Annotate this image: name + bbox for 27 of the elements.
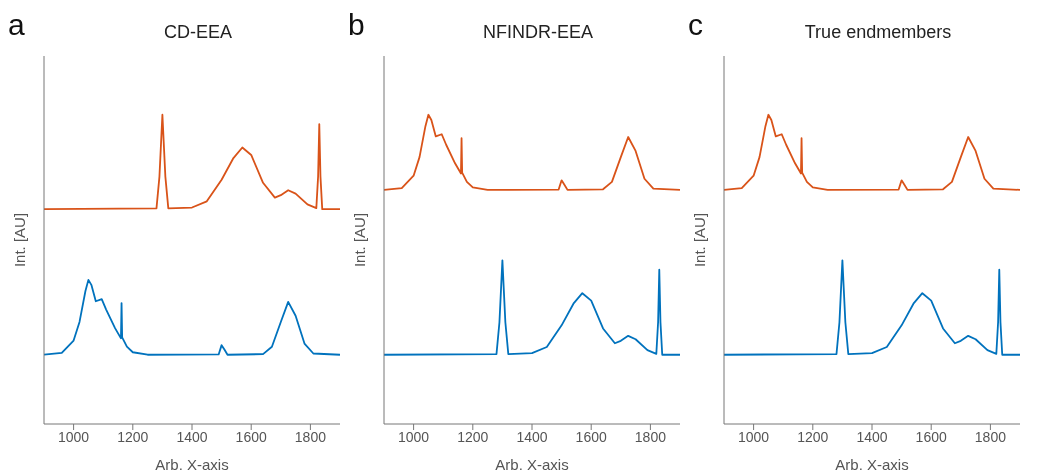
y-axis-title: Int. [AU] xyxy=(11,212,29,268)
x-tick-label: 1000 xyxy=(738,428,770,445)
x-axis-title: Arb. X-axis xyxy=(155,456,229,473)
chart-title: True endmembers xyxy=(803,22,953,43)
x-tick-label: 1000 xyxy=(398,428,430,445)
x-tick-label: 1400 xyxy=(856,428,888,445)
x-axis-title: Arb. X-axis xyxy=(495,456,569,473)
x-tick-label: 1600 xyxy=(915,428,947,445)
chart-title: NFINDR-EEA xyxy=(482,22,594,43)
x-tick-label: 1400 xyxy=(516,428,548,445)
y-axis-title: Int. [AU] xyxy=(691,212,709,268)
chart-title: CD-EEA xyxy=(163,22,233,43)
text: a xyxy=(8,8,25,42)
x-tick-label: 1200 xyxy=(457,428,489,445)
text: b xyxy=(348,8,365,42)
text: c xyxy=(688,8,703,42)
x-tick-label: 1800 xyxy=(974,428,1007,445)
x-tick-label: 1600 xyxy=(235,428,267,445)
y-axis-title: Int. [AU] xyxy=(351,212,369,268)
x-tick-label: 1800 xyxy=(634,428,667,445)
x-tick-label: 1800 xyxy=(294,428,327,445)
x-tick-label: 1200 xyxy=(797,428,829,445)
x-tick-label: 1600 xyxy=(575,428,607,445)
x-axis-title: Arb. X-axis xyxy=(835,456,909,473)
x-tick-label: 1200 xyxy=(117,428,149,445)
x-tick-label: 1000 xyxy=(58,428,90,445)
x-tick-label: 1400 xyxy=(176,428,208,445)
